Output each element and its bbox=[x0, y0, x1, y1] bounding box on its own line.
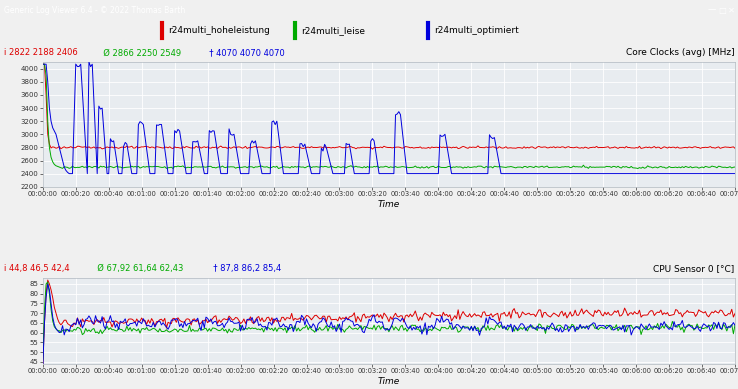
Text: Ø 2866 2250 2549: Ø 2866 2250 2549 bbox=[98, 48, 182, 58]
Text: ✕: ✕ bbox=[728, 5, 735, 15]
Text: Generic Log Viewer 6.4 - © 2022 Thomas Barth: Generic Log Viewer 6.4 - © 2022 Thomas B… bbox=[4, 5, 185, 15]
Text: r24multi_leise: r24multi_leise bbox=[301, 26, 365, 35]
Text: r24multi_optimiert: r24multi_optimiert bbox=[434, 26, 519, 35]
Text: □: □ bbox=[718, 5, 725, 15]
Text: r24multi_hoheleistung: r24multi_hoheleistung bbox=[168, 26, 270, 35]
Text: † 87,8 86,2 85,4: † 87,8 86,2 85,4 bbox=[208, 264, 282, 273]
Text: Core Clocks (avg) [MHz]: Core Clocks (avg) [MHz] bbox=[626, 48, 734, 58]
Text: —: — bbox=[708, 5, 717, 15]
Text: † 4070 4070 4070: † 4070 4070 4070 bbox=[204, 48, 285, 58]
X-axis label: Time: Time bbox=[378, 377, 400, 385]
X-axis label: Time: Time bbox=[378, 200, 400, 209]
Text: CPU Sensor 0 [°C]: CPU Sensor 0 [°C] bbox=[653, 264, 734, 273]
Text: i 2822 2188 2406: i 2822 2188 2406 bbox=[4, 48, 77, 58]
Text: Ø 67,92 61,64 62,43: Ø 67,92 61,64 62,43 bbox=[92, 264, 184, 273]
Text: i 44,8 46,5 42,4: i 44,8 46,5 42,4 bbox=[4, 264, 69, 273]
